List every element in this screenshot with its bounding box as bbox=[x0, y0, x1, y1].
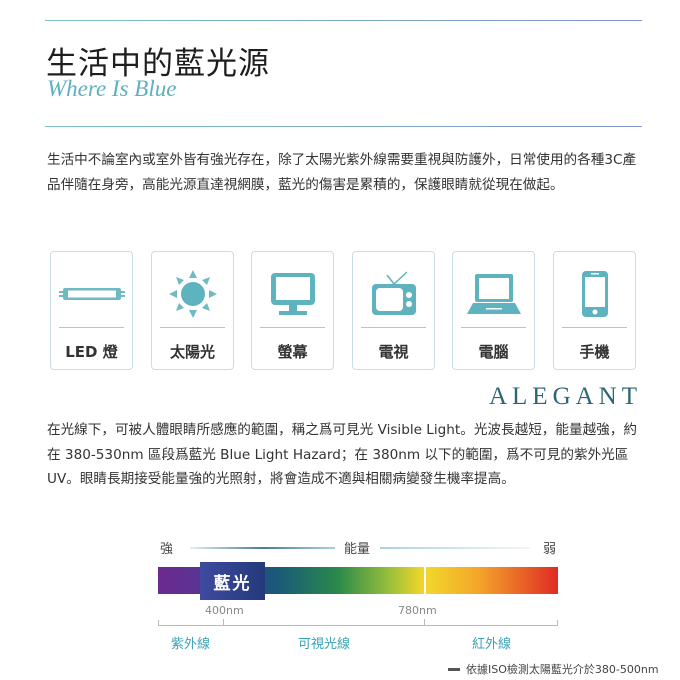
source-card-laptop: 電腦 bbox=[452, 251, 535, 370]
energy-label: 能量 bbox=[344, 542, 371, 557]
footnote-dash bbox=[448, 668, 460, 671]
intro-text: 生活中不論室內或室外皆有強光存在，除了太陽光紫外線需要重視與防護外，日常使用的各… bbox=[47, 152, 637, 193]
bracket-tick-400 bbox=[223, 619, 224, 626]
source-label: LED 燈 bbox=[65, 343, 118, 361]
source-card-tv: 電視 bbox=[352, 251, 435, 370]
weak-label: 弱 bbox=[543, 542, 557, 557]
card-divider bbox=[59, 327, 124, 328]
body-text: 在光線下，可被人體眼睛所感應的範圍，稱之爲可見光 Visible Light。光… bbox=[47, 422, 637, 487]
footnote: 依據ISO檢測太陽藍光介於380-500nm bbox=[466, 663, 659, 676]
phone-icon bbox=[554, 270, 635, 318]
source-card-phone: 手機 bbox=[553, 251, 636, 370]
source-card-sun: 太陽光 bbox=[151, 251, 234, 370]
band-visible: 可視光線 bbox=[297, 637, 350, 652]
mark-780nm: 780nm bbox=[398, 604, 437, 617]
source-label: 太陽光 bbox=[169, 343, 215, 361]
brand-logo: ALEGANT bbox=[488, 383, 642, 410]
card-divider bbox=[361, 327, 426, 328]
card-divider bbox=[160, 327, 225, 328]
energy-line-left bbox=[190, 547, 335, 549]
page-title: 生活中的藍光源 bbox=[46, 46, 270, 82]
band-bracket bbox=[158, 620, 558, 626]
monitor-icon bbox=[252, 270, 333, 318]
card-divider bbox=[260, 327, 325, 328]
source-card-led: LED 燈 bbox=[50, 251, 133, 370]
top-divider bbox=[45, 20, 642, 21]
blue-light-band: 藍光 bbox=[200, 562, 265, 600]
visible-boundary bbox=[424, 567, 426, 594]
led-tube-icon bbox=[51, 270, 132, 318]
title-divider bbox=[45, 126, 642, 127]
source-label: 手機 bbox=[579, 343, 610, 361]
page-subtitle: Where Is Blue bbox=[47, 76, 177, 101]
source-label: 螢幕 bbox=[277, 343, 308, 361]
source-label: 電腦 bbox=[478, 343, 509, 361]
laptop-icon bbox=[453, 270, 534, 318]
strong-label: 強 bbox=[160, 542, 174, 557]
energy-line-right bbox=[380, 547, 530, 549]
card-divider bbox=[461, 327, 526, 328]
bracket-tick-780 bbox=[424, 619, 425, 626]
source-label: 電視 bbox=[378, 343, 409, 361]
card-divider bbox=[562, 327, 627, 328]
sun-icon bbox=[152, 270, 233, 318]
tv-icon bbox=[353, 270, 434, 318]
source-card-monitor: 螢幕 bbox=[251, 251, 334, 370]
band-uv: 紫外線 bbox=[170, 637, 210, 652]
band-ir: 紅外線 bbox=[471, 637, 511, 652]
mark-400nm: 400nm bbox=[205, 604, 244, 617]
